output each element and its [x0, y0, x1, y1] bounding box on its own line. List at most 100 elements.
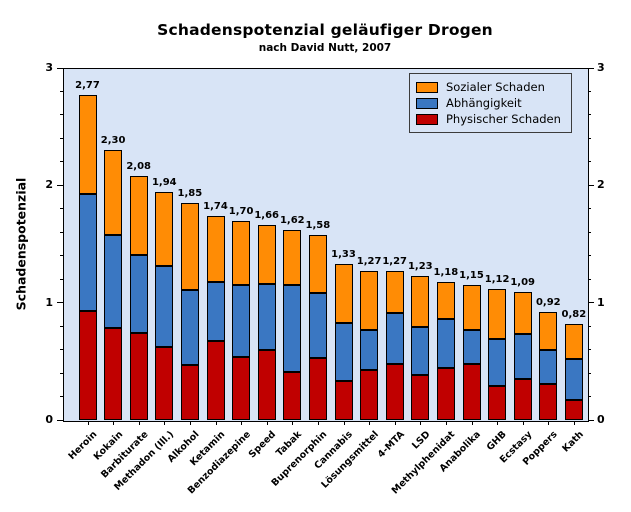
x-tick	[317, 421, 319, 425]
y-minor-tick	[588, 208, 591, 210]
x-tick-label: Speed	[247, 429, 279, 461]
x-tick-label: Kath	[560, 429, 586, 455]
bar-segment	[411, 275, 430, 328]
bar-segment	[206, 281, 225, 342]
x-tick	[113, 421, 115, 425]
bar-value-label: 1,09	[510, 277, 536, 289]
bar-segment	[308, 357, 327, 420]
bar-segment	[129, 175, 148, 255]
y-minor-tick	[60, 208, 63, 210]
x-tick-label: 4-MTA	[375, 429, 407, 461]
bar-segment	[78, 310, 97, 420]
x-tick	[138, 421, 140, 425]
bar-value-label: 2,77	[75, 79, 100, 91]
bar-segment	[334, 381, 353, 420]
bar-segment	[104, 234, 123, 329]
bar-value-label: 0,92	[535, 297, 561, 309]
bar-segment	[334, 263, 353, 323]
y-tick	[57, 419, 63, 421]
y-tick-label: 2	[597, 178, 605, 192]
bar-segment	[155, 347, 174, 420]
bar-segment	[436, 319, 455, 369]
bar-segment	[155, 266, 174, 348]
y-minor-tick	[60, 137, 63, 139]
bar-value-label: 2,30	[100, 135, 126, 147]
x-tick	[189, 421, 191, 425]
bar-segment	[257, 225, 276, 284]
y-axis-label: Schadenspotenzial	[13, 177, 29, 311]
legend: Sozialer Schaden Abhängigkeit Physischer S…	[409, 73, 572, 133]
y-minor-tick	[588, 114, 591, 116]
bar-segment	[129, 333, 148, 420]
legend-item: Abhängigkeit	[416, 95, 565, 111]
y-minor-tick	[60, 255, 63, 257]
y-minor-tick	[60, 396, 63, 398]
bar-segment	[385, 363, 404, 420]
y-tick-label: 3	[597, 61, 605, 74]
bar-segment	[257, 283, 276, 350]
bar-segment	[155, 192, 174, 267]
bar-segment	[206, 215, 225, 282]
bar-segment	[104, 150, 123, 235]
bar-value-label: 1,23	[407, 260, 433, 272]
y-minor-tick	[588, 372, 591, 374]
bar-value-label: 1,62	[279, 214, 305, 226]
y-minor-tick	[60, 349, 63, 351]
bar-segment	[564, 358, 583, 401]
bar-value-label: 1,27	[356, 255, 382, 267]
bar-value-label: 1,58	[305, 219, 331, 231]
bar-segment	[78, 193, 97, 311]
bar-segment	[462, 329, 481, 364]
y-tick-label: 0	[597, 413, 605, 426]
bar-segment	[180, 202, 199, 290]
bar-segment	[539, 312, 558, 350]
bar-segment	[564, 400, 583, 420]
x-tick	[573, 421, 575, 425]
bar-segment	[462, 285, 481, 330]
y-tick	[588, 419, 594, 421]
bar-segment	[513, 334, 532, 379]
bar-value-label: 0,82	[561, 308, 587, 320]
y-minor-tick	[588, 325, 591, 327]
y-tick-label: 1	[45, 295, 53, 309]
y-minor-tick	[60, 372, 63, 374]
bar-segment	[257, 349, 276, 420]
bar-value-label: 1,74	[203, 200, 228, 212]
y-minor-tick	[588, 396, 591, 398]
bar-segment	[513, 378, 532, 420]
chart-subtitle: nach David Nutt, 2007	[258, 42, 392, 54]
x-tick	[241, 421, 243, 425]
bar-value-label: 1,70	[228, 205, 254, 217]
y-minor-tick	[60, 278, 63, 280]
y-tick-label: 1	[597, 295, 605, 309]
bar-value-label: 1,94	[151, 177, 177, 189]
y-minor-tick	[588, 137, 591, 139]
y-minor-tick	[60, 161, 63, 163]
bar-segment	[513, 292, 532, 335]
y-tick-label: 0	[45, 413, 53, 426]
bar-value-label: 1,85	[177, 187, 203, 199]
y-tick	[57, 184, 63, 186]
bar-segment	[462, 363, 481, 420]
bar-segment	[360, 329, 379, 370]
legend-label: Sozialer Schaden	[446, 80, 545, 94]
bar-segment	[283, 371, 302, 420]
bar-segment	[78, 94, 97, 194]
y-tick-label: 2	[45, 178, 53, 192]
bar-value-label: 1,12	[484, 273, 510, 285]
bar-segment	[180, 289, 199, 365]
y-minor-tick	[588, 255, 591, 257]
x-tick	[266, 421, 268, 425]
legend-label: Physischer Schaden	[446, 112, 561, 126]
legend-label: Abhängigkeit	[446, 96, 522, 110]
bar-segment	[436, 368, 455, 420]
x-tick	[445, 421, 447, 425]
x-tick	[215, 421, 217, 425]
bar-segment	[180, 364, 199, 420]
bar-segment	[385, 313, 404, 364]
x-tick	[164, 421, 166, 425]
y-minor-tick	[60, 325, 63, 327]
bar-segment	[360, 369, 379, 420]
bar-segment	[411, 327, 430, 376]
